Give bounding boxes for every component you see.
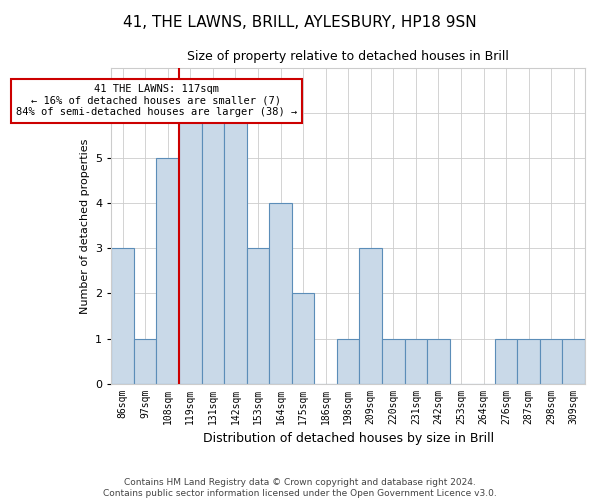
Title: Size of property relative to detached houses in Brill: Size of property relative to detached ho… — [187, 50, 509, 63]
Text: 41 THE LAWNS: 117sqm
← 16% of detached houses are smaller (7)
84% of semi-detach: 41 THE LAWNS: 117sqm ← 16% of detached h… — [16, 84, 297, 117]
Bar — [427, 338, 449, 384]
Bar — [292, 294, 314, 384]
Text: Contains HM Land Registry data © Crown copyright and database right 2024.
Contai: Contains HM Land Registry data © Crown c… — [103, 478, 497, 498]
Bar — [382, 338, 404, 384]
Bar — [202, 114, 224, 384]
X-axis label: Distribution of detached houses by size in Brill: Distribution of detached houses by size … — [203, 432, 494, 445]
Bar — [359, 248, 382, 384]
Bar — [179, 114, 202, 384]
Bar — [540, 338, 562, 384]
Bar — [112, 248, 134, 384]
Bar — [404, 338, 427, 384]
Bar — [562, 338, 585, 384]
Bar — [247, 248, 269, 384]
Bar — [134, 338, 157, 384]
Y-axis label: Number of detached properties: Number of detached properties — [80, 138, 89, 314]
Bar — [517, 338, 540, 384]
Text: 41, THE LAWNS, BRILL, AYLESBURY, HP18 9SN: 41, THE LAWNS, BRILL, AYLESBURY, HP18 9S… — [123, 15, 477, 30]
Bar — [224, 114, 247, 384]
Bar — [337, 338, 359, 384]
Bar — [269, 204, 292, 384]
Bar — [495, 338, 517, 384]
Bar — [157, 158, 179, 384]
